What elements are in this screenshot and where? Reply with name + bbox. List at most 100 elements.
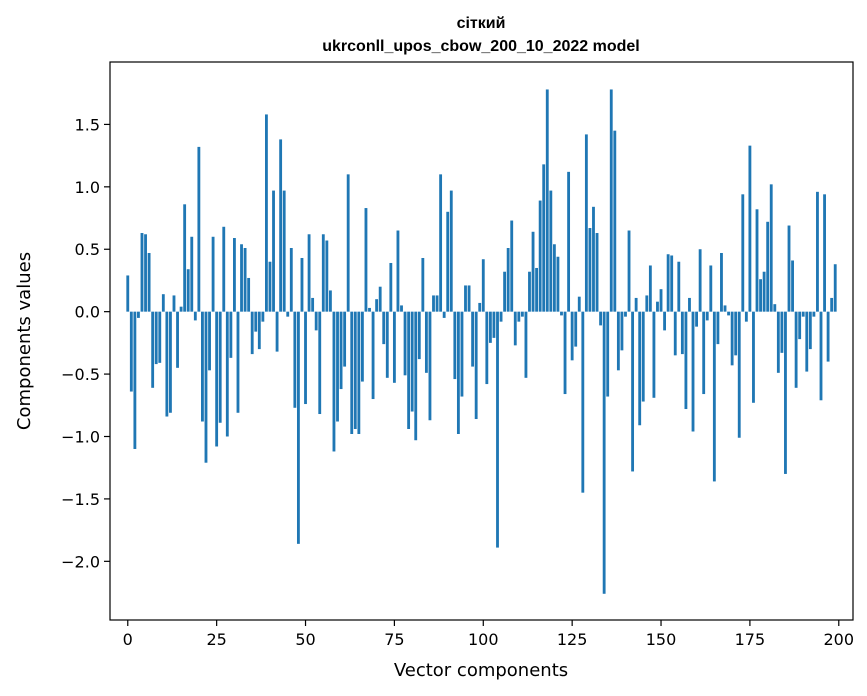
bar-component-90: [446, 211, 450, 312]
y-tick-label: −1.0: [61, 427, 100, 446]
bar-component-78: [403, 311, 407, 376]
bar-component-14: [176, 311, 179, 368]
bar-component-142: [631, 311, 635, 472]
bar-component-20: [197, 146, 201, 312]
bar-component-147: [648, 265, 652, 312]
bar-component-190: [801, 311, 805, 317]
bar-component-67: [364, 208, 368, 312]
bar-component-167: [720, 252, 723, 312]
bar-component-16: [183, 204, 187, 312]
bar-component-1: [129, 311, 133, 392]
bar-component-52: [311, 297, 315, 312]
bar-component-109: [513, 311, 517, 346]
x-axis-label: Vector components: [394, 660, 568, 681]
bar-component-57: [328, 290, 332, 312]
bar-component-46: [289, 248, 293, 312]
x-tick-label: 0: [123, 630, 133, 649]
bar-component-164: [709, 265, 713, 312]
bar-component-101: [485, 311, 489, 385]
bar-component-29: [229, 311, 233, 358]
bar-component-165: [712, 311, 716, 482]
bar-component-135: [606, 311, 610, 397]
bar-component-133: [599, 311, 603, 326]
bar-component-169: [727, 311, 730, 316]
bar-component-102: [488, 311, 492, 343]
y-axis-ticks: −2.0 −1.5 −1.0 −0.5 0.0 0.5 1.0 1.5: [61, 115, 110, 571]
bar-component-141: [627, 230, 631, 312]
bar-component-92: [453, 311, 457, 380]
bar-series: [126, 89, 837, 594]
x-axis-ticks: 0 25 50 75 100 125 150 175 200: [123, 620, 854, 649]
bar-component-125: [570, 311, 574, 361]
bar-component-83: [421, 257, 425, 312]
bar-component-104: [496, 311, 499, 548]
bar-component-131: [592, 206, 595, 312]
bar-component-95: [464, 285, 467, 312]
y-tick-label: 0.0: [75, 303, 100, 322]
bar-component-186: [787, 225, 791, 312]
y-tick-label: −1.5: [61, 490, 100, 509]
bar-component-37: [257, 311, 261, 350]
bar-component-189: [798, 311, 802, 340]
bar-component-76: [396, 230, 400, 312]
bar-component-183: [776, 311, 780, 373]
bar-component-159: [691, 311, 695, 432]
bar-component-140: [624, 311, 627, 317]
bar-component-153: [670, 255, 674, 312]
bar-component-130: [588, 228, 592, 312]
bar-component-199: [833, 264, 837, 312]
bar-component-80: [410, 311, 414, 412]
bar-component-145: [641, 311, 645, 402]
bar-component-21: [201, 311, 204, 422]
bar-component-3: [137, 311, 140, 318]
y-tick-label: −0.5: [61, 365, 100, 384]
bar-component-103: [492, 311, 496, 338]
bar-component-127: [577, 296, 581, 312]
bar-component-56: [325, 240, 329, 312]
bar-component-25: [215, 311, 219, 447]
bar-component-149: [656, 301, 659, 312]
bar-component-82: [417, 311, 421, 360]
bar-component-0: [126, 275, 130, 312]
bar-component-162: [702, 311, 706, 395]
bar-component-126: [574, 311, 578, 347]
bar-component-114: [531, 231, 535, 312]
bar-component-177: [755, 209, 759, 312]
bar-component-124: [567, 171, 571, 312]
bar-component-155: [677, 261, 681, 312]
chart-title-line-1: сіткий: [457, 15, 506, 32]
bar-component-107: [506, 248, 510, 312]
bar-component-134: [602, 311, 606, 594]
bar-component-63: [350, 311, 354, 434]
bar-component-139: [620, 311, 624, 351]
bar-component-24: [211, 236, 215, 312]
bar-component-187: [791, 260, 794, 312]
bar-component-61: [343, 311, 347, 367]
bar-component-137: [613, 130, 617, 312]
bar-component-33: [243, 248, 247, 312]
bar-component-129: [584, 134, 588, 312]
bar-component-79: [407, 311, 411, 429]
bar-component-182: [773, 304, 777, 312]
bar-component-150: [659, 289, 663, 312]
bar-component-75: [392, 311, 396, 383]
bar-component-188: [794, 311, 798, 388]
bar-component-105: [499, 311, 503, 322]
bar-component-151: [663, 311, 666, 331]
bar-component-115: [535, 267, 539, 312]
bar-component-65: [357, 311, 361, 434]
bar-component-64: [353, 311, 357, 429]
bar-component-6: [147, 252, 151, 312]
bar-component-96: [467, 285, 471, 312]
bar-component-171: [734, 311, 738, 356]
bar-component-73: [385, 311, 389, 378]
bar-component-7: [151, 311, 155, 388]
bar-component-69: [371, 311, 375, 400]
bar-component-173: [741, 194, 745, 312]
bar-component-136: [609, 89, 613, 312]
bar-component-117: [542, 164, 546, 312]
bar-component-138: [616, 311, 620, 371]
bar-component-49: [300, 257, 304, 312]
bar-component-44: [282, 190, 286, 312]
